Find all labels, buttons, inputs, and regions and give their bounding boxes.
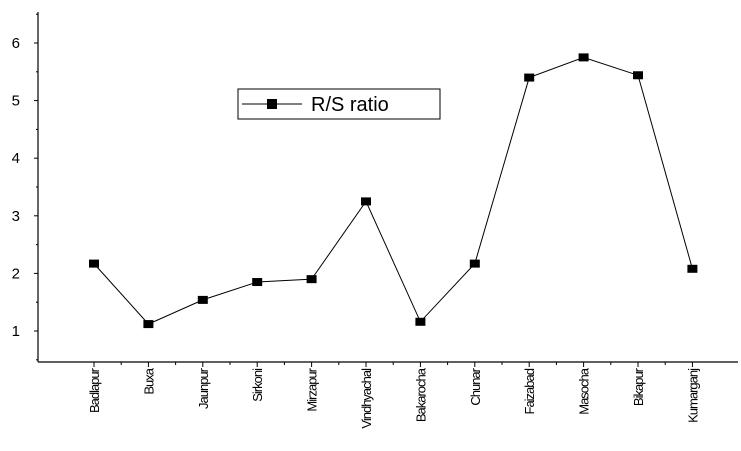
y-tick-label-5: 5 (12, 93, 20, 110)
plot-area: 1 2 3 4 5 6 Badlapur Buxa Jaunpur Sirkoni Mirzapu… (12, 12, 738, 429)
data-point-kumarganj (687, 264, 698, 273)
x-tick-label-mirzapur: Mirzapur (305, 367, 320, 411)
data-point-vindhyachal (361, 197, 371, 206)
data-point-bakarocha (415, 317, 426, 326)
legend-marker (267, 99, 277, 109)
legend: R/S ratio (237, 88, 441, 120)
series-line-rs-ratio (93, 56, 693, 325)
series-markers (89, 53, 698, 329)
x-tick-label-buxa: Buxa (141, 367, 156, 394)
legend-label: R/S ratio (311, 94, 389, 116)
x-tick-label-masocha: Masocha (577, 367, 592, 415)
data-point-faizabad (524, 73, 535, 82)
x-tick-label-bikapur: Bikapur (631, 367, 646, 406)
y-ticks: 1 2 3 4 5 6 (12, 13, 38, 361)
data-point-bikapur (633, 71, 643, 80)
x-tick-label-sirkoni: Sirkoni (250, 368, 265, 402)
data-point-buxa (143, 320, 154, 329)
y-tick-label-1: 1 (12, 323, 20, 340)
x-tick-label-bakarocha: Bakarocha (413, 367, 428, 422)
x-tick-label-vindhyachal: Vindhyachal (359, 368, 374, 429)
data-point-sirkoni (252, 278, 263, 287)
x-tick-label-badlapur: Badlapur (87, 367, 102, 413)
y-tick-label-3: 3 (12, 208, 20, 225)
y-tick-label-4: 4 (12, 150, 20, 167)
x-tick-label-kumarganj: Kumarganj (685, 368, 700, 423)
data-point-jaunpur (197, 295, 208, 304)
x-tick-label-jaunpur: Jaunpur (196, 367, 211, 409)
data-point-chunar (469, 259, 480, 268)
data-point-masocha (578, 53, 589, 62)
x-tick-label-chunar: Chunar (468, 367, 483, 405)
x-ticks: Badlapur Buxa Jaunpur Sirkoni Mirzapur Vindhy… (87, 362, 700, 429)
data-point-mirzapur (306, 275, 317, 284)
data-point-badlapur (89, 259, 99, 268)
y-tick-label-2: 2 (12, 265, 20, 282)
y-tick-label-6: 6 (12, 35, 20, 52)
x-tick-label-faizabad: Faizabad (522, 368, 537, 414)
